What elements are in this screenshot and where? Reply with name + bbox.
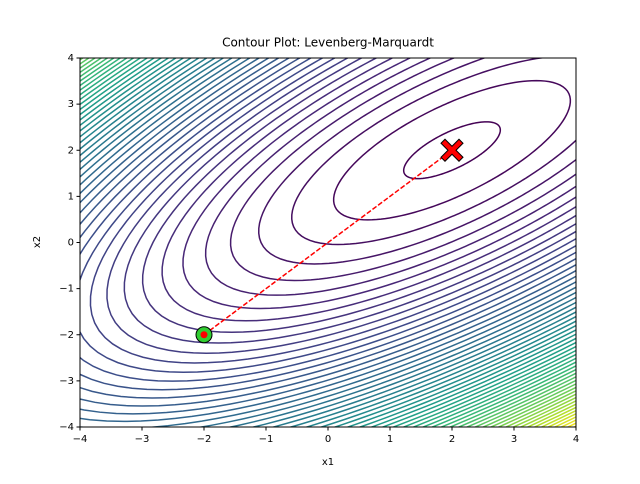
contour-line	[80, 58, 576, 427]
x-tick-label: 2	[449, 434, 455, 445]
x-tick-label: 3	[511, 434, 517, 445]
y-tick-label: −3	[59, 376, 74, 387]
contour-line	[229, 58, 576, 282]
contour-line	[80, 58, 576, 427]
contour-line	[258, 58, 576, 265]
contour-line	[80, 58, 576, 427]
contour-line	[123, 58, 576, 344]
x-tick-label: −4	[73, 434, 88, 445]
y-tick-label: 4	[68, 53, 74, 64]
contour-line	[80, 58, 576, 427]
y-tick-label: 1	[68, 191, 74, 202]
x-tick-label: 0	[325, 434, 331, 445]
start-dot	[200, 331, 208, 339]
contour-line	[80, 58, 576, 399]
x-tick-label: 4	[573, 434, 579, 445]
contour-line	[80, 58, 576, 391]
contour-line	[402, 121, 502, 180]
contour-line	[141, 58, 576, 334]
y-tick-label: 2	[68, 145, 74, 156]
y-tick-label: −1	[59, 284, 74, 295]
y-tick-label: −2	[59, 330, 74, 341]
optimization-path	[203, 149, 453, 336]
x-axis-label: x1	[322, 457, 334, 468]
x-tick-label: −1	[259, 434, 274, 445]
contour-line	[182, 58, 576, 310]
x-tick-label: −2	[197, 434, 212, 445]
contour-line	[89, 58, 576, 364]
contour-line	[80, 58, 576, 374]
contour-line	[204, 58, 576, 296]
y-tick-label: −4	[59, 422, 74, 433]
contour-line	[291, 58, 576, 246]
y-tick-label: 0	[68, 238, 74, 249]
contour-line	[80, 58, 576, 427]
contour-line	[80, 58, 576, 423]
contour-line	[106, 58, 576, 354]
contour-line	[332, 79, 572, 221]
x-tick-label: −3	[135, 434, 150, 445]
y-axis-label: x2	[32, 236, 43, 248]
y-tick-label: 3	[68, 99, 74, 110]
chart-title: Contour Plot: Levenberg-Marquardt	[222, 36, 434, 50]
contour-line	[80, 58, 576, 415]
x-tick-label: 1	[387, 434, 393, 445]
contour-line	[161, 58, 576, 322]
contour-line	[80, 58, 576, 407]
contour-line	[80, 58, 576, 382]
end-marker	[440, 138, 464, 162]
